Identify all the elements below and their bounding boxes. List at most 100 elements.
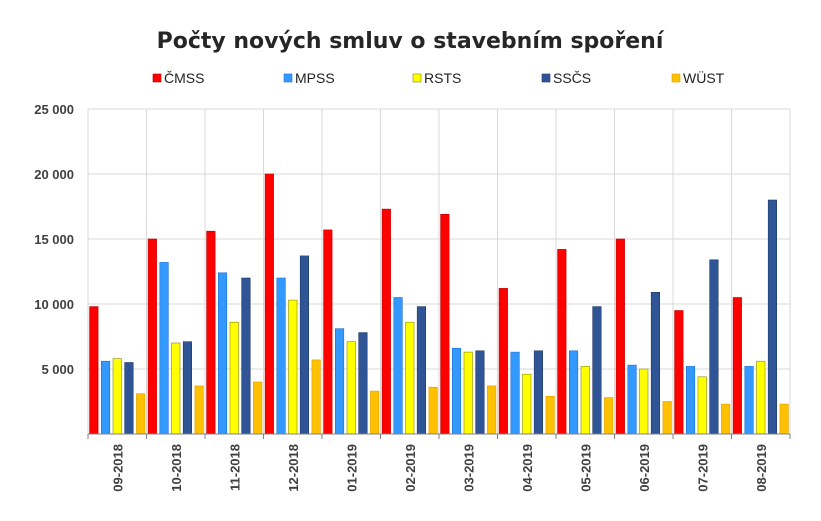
x-tick-label: 04-2019 xyxy=(520,444,535,492)
bar-ssčs-02-2019 xyxy=(416,306,427,435)
bar-ssčs-10-2018 xyxy=(182,341,192,435)
bar-čmss-05-2019 xyxy=(557,249,567,435)
bar-čmss-01-2019 xyxy=(323,229,333,435)
bar-rsts-03-2019 xyxy=(463,351,473,435)
bar-mpss-11-2018 xyxy=(218,272,228,435)
legend-swatch xyxy=(671,73,681,83)
y-tick-label: 10 000 xyxy=(34,297,74,312)
x-tick-label: 02-2019 xyxy=(403,444,418,492)
bar-wüst-01-2019 xyxy=(370,390,380,435)
x-tick-label: 07-2019 xyxy=(695,444,710,492)
legend-item-ssčs: SSČS xyxy=(541,70,591,86)
bar-mpss-01-2019 xyxy=(334,328,345,435)
bar-rsts-12-2018 xyxy=(288,299,298,435)
bar-rsts-04-2019 xyxy=(522,373,532,435)
y-tick-label: 20 000 xyxy=(34,167,74,182)
bar-wüst-09-2018 xyxy=(136,393,146,435)
bar-wüst-05-2019 xyxy=(604,397,614,435)
bar-wüst-07-2019 xyxy=(721,403,731,435)
bar-čmss-11-2018 xyxy=(206,230,216,435)
bar-čmss-06-2019 xyxy=(615,238,625,435)
bar-wüst-12-2018 xyxy=(311,359,321,435)
bar-rsts-05-2019 xyxy=(580,366,590,435)
bar-ssčs-09-2018 xyxy=(124,362,134,435)
bar-čmss-12-2018 xyxy=(264,173,274,435)
legend-item-čmss: ČMSS xyxy=(152,70,204,86)
x-tick-label: 03-2019 xyxy=(461,444,476,492)
bar-ssčs-03-2019 xyxy=(475,350,485,435)
bar-čmss-09-2018 xyxy=(89,306,99,435)
bar-mpss-04-2019 xyxy=(510,351,520,435)
chart-title: Počty nových smluv o stavebním spoření xyxy=(157,29,665,54)
legend-item-rsts: RSTS xyxy=(412,70,461,86)
x-tick-label: 06-2019 xyxy=(637,444,652,492)
x-tick-label: 05-2019 xyxy=(578,444,593,492)
legend-label: RSTS xyxy=(424,70,461,86)
legend-swatch xyxy=(541,73,551,83)
bar-mpss-05-2019 xyxy=(568,350,579,435)
y-tick-label: 5 000 xyxy=(41,362,74,377)
bar-mpss-03-2019 xyxy=(451,347,462,435)
bar-mpss-09-2018 xyxy=(101,360,111,435)
bar-rsts-08-2019 xyxy=(756,360,766,435)
bar-mpss-07-2019 xyxy=(685,366,696,435)
bar-mpss-08-2019 xyxy=(744,366,754,435)
bar-mpss-12-2018 xyxy=(276,277,286,435)
bar-wüst-02-2019 xyxy=(428,386,438,435)
bar-wüst-06-2019 xyxy=(662,401,672,435)
bar-rsts-06-2019 xyxy=(639,368,649,435)
legend-swatch xyxy=(283,73,293,83)
chart-axes xyxy=(87,433,791,439)
x-tick-label: 08-2019 xyxy=(754,444,769,492)
chart-grid xyxy=(87,108,791,434)
bar-ssčs-11-2018 xyxy=(241,277,251,435)
legend-swatch xyxy=(152,73,162,83)
bar-ssčs-04-2019 xyxy=(533,350,544,435)
x-tick-label: 11-2018 xyxy=(227,444,242,491)
bar-rsts-02-2019 xyxy=(405,321,415,435)
legend-label: MPSS xyxy=(295,70,335,86)
bar-ssčs-06-2019 xyxy=(650,291,661,435)
x-tick-label: 12-2018 xyxy=(286,444,301,492)
y-tick-label: 15 000 xyxy=(34,232,74,247)
x-tick-label: 09-2018 xyxy=(110,444,125,492)
bar-ssčs-12-2018 xyxy=(299,255,310,435)
bar-rsts-10-2018 xyxy=(171,342,181,435)
bar-wüst-03-2019 xyxy=(487,385,497,435)
bar-mpss-06-2019 xyxy=(627,364,637,435)
legend-swatch xyxy=(412,73,422,83)
bar-wüst-08-2019 xyxy=(779,403,789,435)
legend-label: ČMSS xyxy=(164,70,204,86)
bar-čmss-07-2019 xyxy=(674,310,684,435)
bar-ssčs-08-2019 xyxy=(767,199,778,435)
bar-ssčs-07-2019 xyxy=(709,259,719,435)
x-tick-label: 01-2019 xyxy=(344,444,359,492)
y-tick-label: 25 000 xyxy=(34,102,74,117)
x-axis-ticks: 09-2018 10-2018 11-2018 12-2018 01-2019 02-20… xyxy=(110,444,769,492)
legend-item-mpss: MPSS xyxy=(283,70,335,86)
bar-čmss-02-2019 xyxy=(381,208,391,435)
bar-wüst-10-2018 xyxy=(194,385,204,435)
bar-ssčs-01-2019 xyxy=(358,332,368,435)
bar-rsts-11-2018 xyxy=(229,321,239,435)
chart-legend: ČMSS MPSS RSTS SSČS WÜST xyxy=(152,69,725,86)
bar-rsts-01-2019 xyxy=(346,341,356,435)
bar-čmss-08-2019 xyxy=(732,297,742,435)
bar-ssčs-05-2019 xyxy=(592,306,602,435)
bar-mpss-02-2019 xyxy=(393,297,403,435)
bar-wüst-11-2018 xyxy=(253,381,263,435)
bar-wüst-04-2019 xyxy=(545,395,555,435)
legend-item-wüst: WÜST xyxy=(671,69,725,86)
bar-čmss-03-2019 xyxy=(440,214,450,435)
bar-rsts-09-2018 xyxy=(112,358,122,435)
chart-bars xyxy=(89,173,789,435)
legend-label: WÜST xyxy=(683,69,725,86)
bar-čmss-10-2018 xyxy=(147,238,157,435)
bar-rsts-07-2019 xyxy=(697,376,707,435)
x-tick-label: 10-2018 xyxy=(169,444,184,492)
bar-čmss-04-2019 xyxy=(498,288,508,435)
bar-mpss-10-2018 xyxy=(159,262,169,435)
legend-label: SSČS xyxy=(553,70,591,86)
y-axis-ticks: 5 000 10 000 15 000 20 000 25 000 xyxy=(34,102,74,377)
